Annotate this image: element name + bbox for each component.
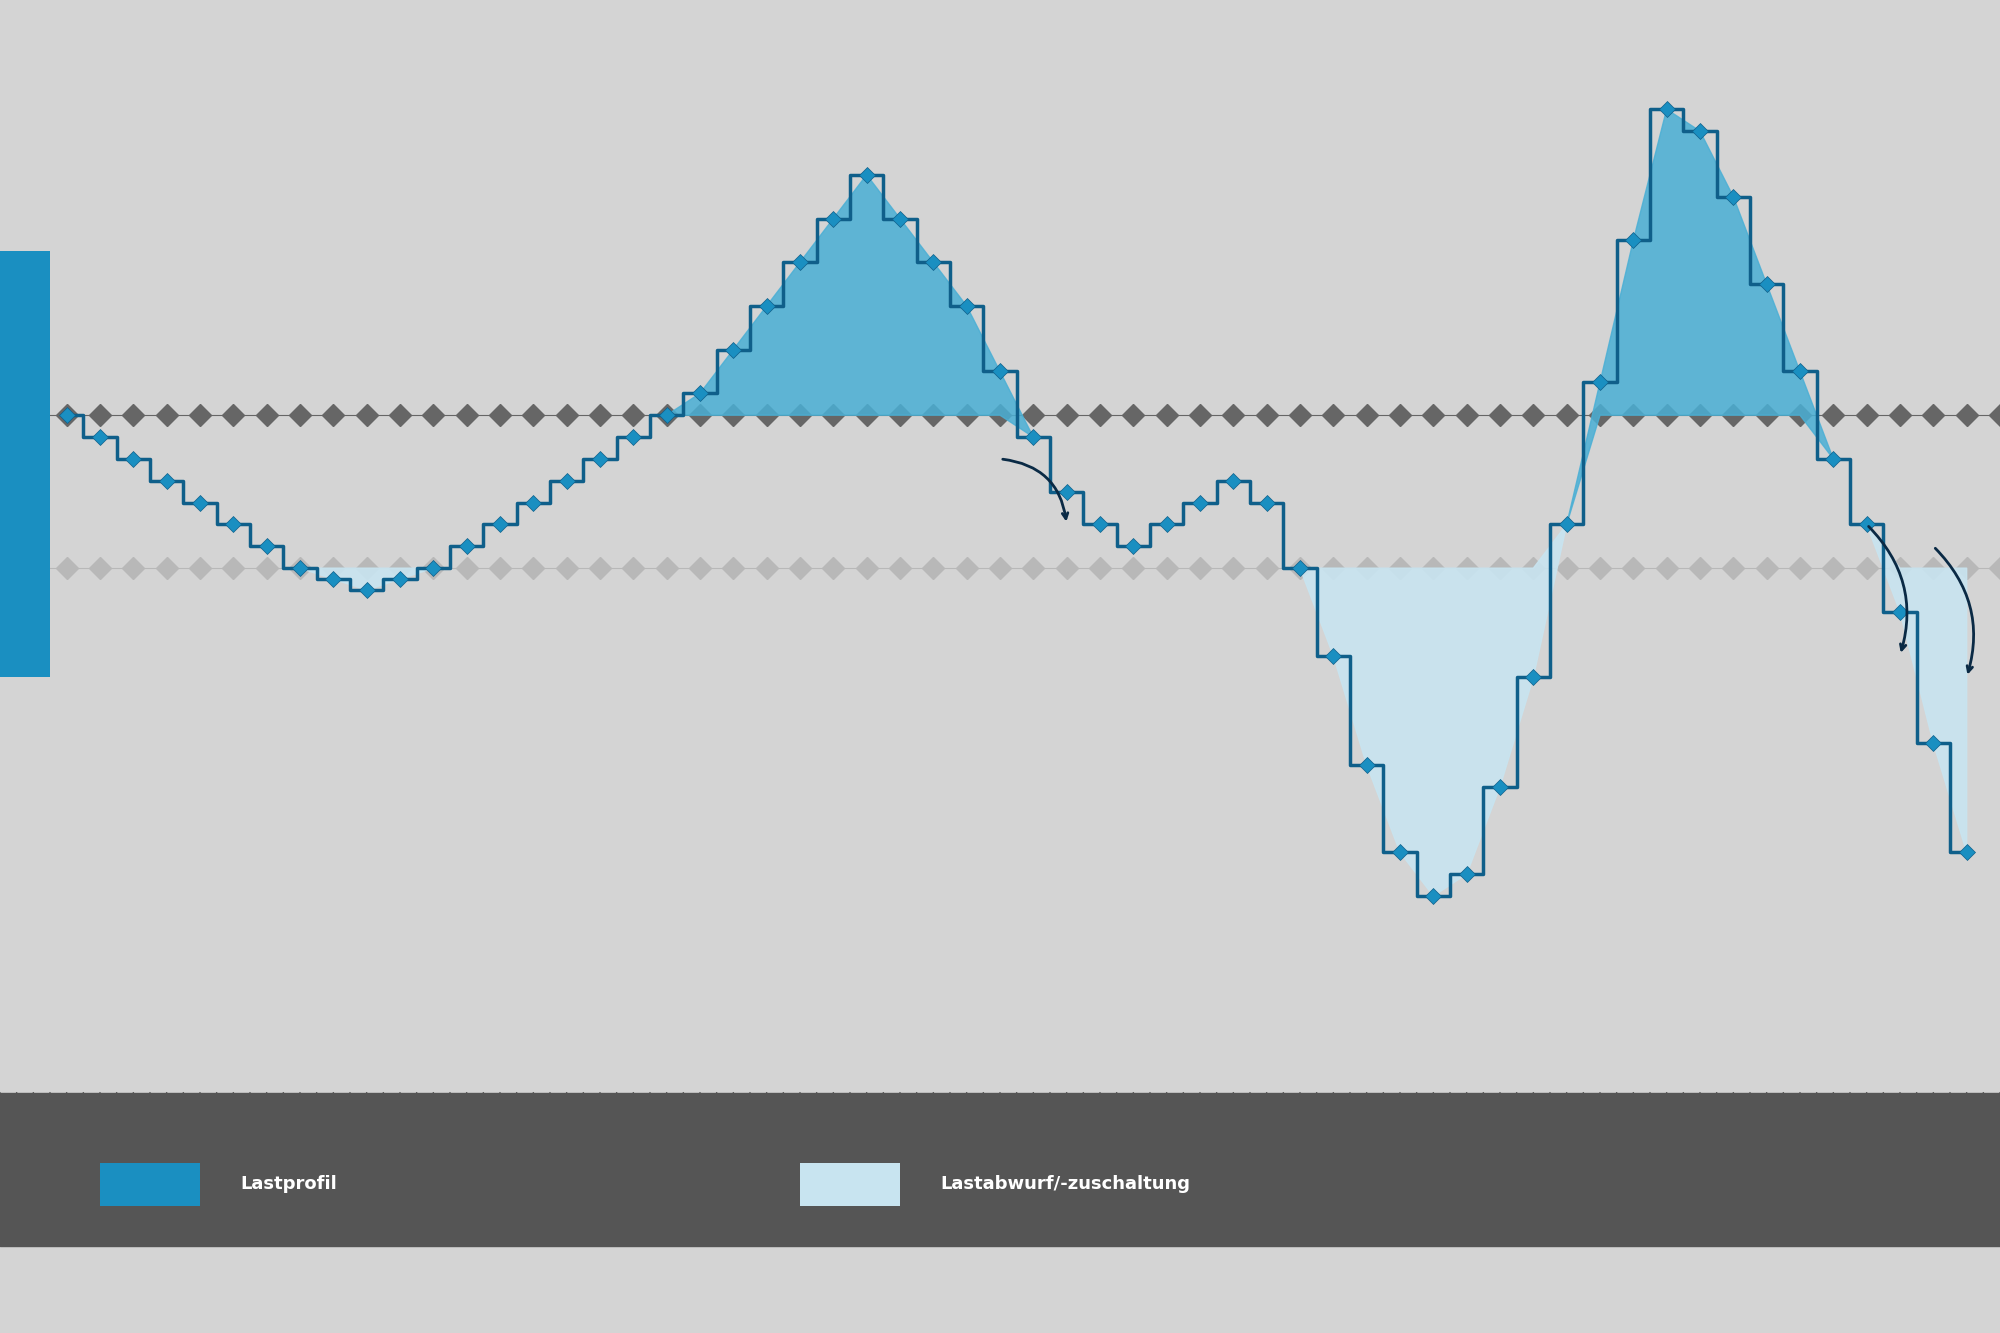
Text: Lastprofil: Lastprofil xyxy=(240,1176,336,1193)
Bar xyxy=(0,252,50,677)
Bar xyxy=(100,1162,200,1206)
Text: Lastabwurf/-zuschaltung: Lastabwurf/-zuschaltung xyxy=(940,1176,1190,1193)
Bar xyxy=(800,1162,900,1206)
